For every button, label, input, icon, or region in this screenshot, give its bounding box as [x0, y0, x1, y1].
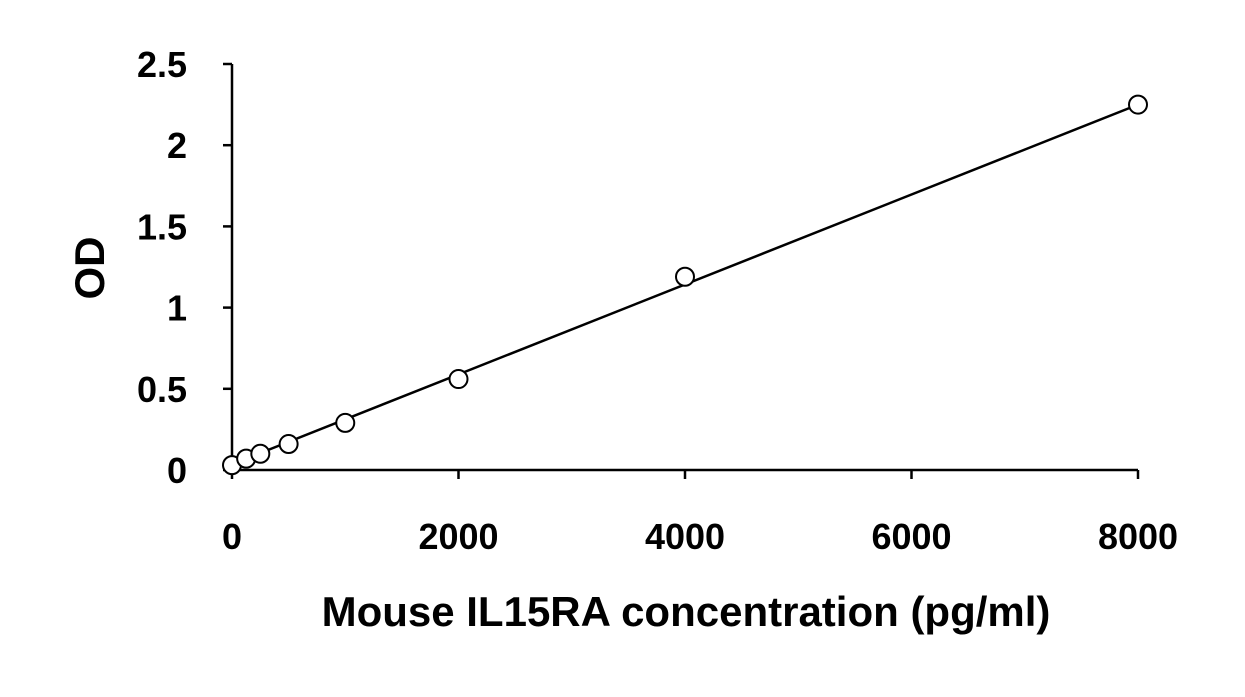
- y-tick-label: 2: [167, 125, 187, 166]
- data-point: [335, 412, 356, 433]
- y-axis-ticks: [223, 62, 232, 472]
- data-point: [448, 369, 469, 390]
- x-tick-label: 8000: [1098, 516, 1178, 557]
- x-tick-label: 6000: [871, 516, 951, 557]
- x-tick-label: 0: [222, 516, 242, 557]
- y-tick-label: 0: [167, 450, 187, 491]
- x-tick-label: 2000: [418, 516, 498, 557]
- data-point: [250, 443, 271, 464]
- x-axis-title: Mouse IL15RA concentration (pg/ml): [322, 588, 1051, 635]
- data-point: [675, 266, 695, 287]
- y-axis-tick-labels: 0 0.5 1 1.5 2 2.5: [137, 44, 187, 491]
- y-axis-title: OD: [66, 237, 113, 300]
- y-tick-label: 1.5: [137, 206, 187, 247]
- x-axis-ticks: [230, 470, 1140, 479]
- y-tick-label: 0.5: [137, 369, 187, 410]
- x-axis-tick-labels: 0 2000 4000 6000 8000: [222, 516, 1178, 557]
- data-point: [1128, 94, 1148, 115]
- x-tick-label: 4000: [645, 516, 725, 557]
- data-points: [222, 94, 1148, 476]
- y-tick-label: 1: [167, 288, 187, 329]
- data-point: [278, 434, 299, 455]
- y-tick-label: 2.5: [137, 44, 187, 85]
